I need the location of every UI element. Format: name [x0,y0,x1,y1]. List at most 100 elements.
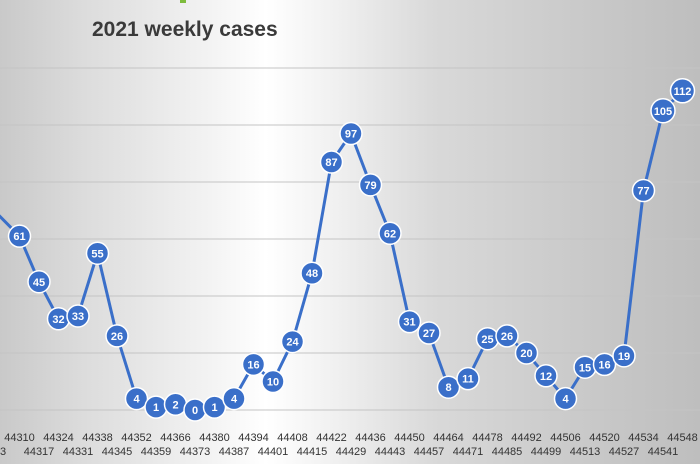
data-point [417,321,441,345]
x-tick-label: 44513 [570,446,601,458]
x-tick-label: 44366 [160,432,191,444]
data-point [319,150,344,174]
data-point [436,375,461,399]
data-point [669,78,696,104]
x-tick-label: 44324 [43,432,74,444]
data-point [300,261,324,285]
data-point [534,364,558,388]
data-label: 15 [579,362,591,374]
data-label: 26 [501,331,513,343]
x-tick-label: 44415 [297,446,328,458]
data-point [592,352,617,377]
data-point [378,221,402,246]
data-label: 1 [153,402,159,414]
data-label: 20 [520,348,532,360]
data-label: 16 [598,359,610,371]
x-tick-label: 44338 [82,432,113,444]
x-tick-label: 44394 [238,432,269,444]
data-point [27,270,51,294]
data-label: 8 [445,382,451,394]
data-label: 79 [364,180,376,192]
data-label: 33 [72,311,84,323]
x-tick-label: 44436 [355,432,386,444]
data-label: 26 [111,331,123,343]
x-tick-label: 44471 [453,446,484,458]
data-label: 61 [13,231,25,243]
x-tick-label: 44310 [4,432,35,444]
x-tick-label: 44387 [219,446,250,458]
data-label: 45 [33,277,45,289]
x-tick-label: 44506 [550,432,581,444]
x-tick-label: 44499 [531,446,562,458]
data-label: 97 [345,129,357,141]
data-point [339,121,363,146]
data-point [261,369,285,394]
data-point [631,178,656,203]
data-label: 19 [618,351,630,363]
data-label: 62 [384,228,396,240]
data-point [241,352,266,377]
data-point [222,386,246,411]
data-label: 31 [403,317,415,329]
data-point [650,98,676,124]
data-label: 105 [654,106,672,118]
data-label: 0 [192,405,198,417]
data-label: 12 [540,371,552,383]
data-label: 10 [267,377,279,389]
data-point [612,344,636,368]
data-label: 4 [231,394,238,406]
data-label: 4 [133,394,140,406]
x-tick-label: 44478 [472,432,503,444]
data-label: 55 [91,248,103,260]
data-point [124,386,149,411]
x-tick-label: 44359 [141,446,172,458]
data-label: 112 [674,86,692,98]
x-tick-label: 44541 [648,446,679,458]
x-tick-label: 44317 [24,446,55,458]
data-point [495,324,519,348]
x-tick-label: 44534 [628,432,659,444]
data-label: 48 [306,268,318,280]
x-tick-label: 44527 [609,446,640,458]
data-point [397,309,422,334]
x-tick-label: 44492 [511,432,542,444]
data-label: 11 [462,374,474,386]
data-label: 2 [172,399,178,411]
x-tick-label: 44548 [667,432,698,444]
x-tick-label: 44352 [121,432,152,444]
x-tick-label: 44450 [394,432,425,444]
data-point [514,341,539,365]
x-tick-label: 44443 [375,446,406,458]
data-label: 1 [211,402,217,414]
data-point [7,224,32,248]
data-point [105,324,129,348]
x-tick-label: 44464 [433,432,464,444]
x-tick-label: 44429 [336,446,367,458]
data-label: 87 [325,157,337,169]
title-accent-mark [180,0,186,3]
data-label: 16 [247,359,259,371]
data-point [553,386,578,411]
x-tick-label: 44422 [316,432,347,444]
x-tick-label: 44457 [414,446,445,458]
data-point [85,241,110,265]
data-point [280,329,305,354]
x-tick-label: 44345 [102,446,133,458]
data-label: 77 [637,186,649,198]
data-label: 32 [52,314,64,326]
x-tick-label: 44380 [199,432,230,444]
x-tick-label: 44485 [492,446,523,458]
x-tick-label: 44520 [589,432,620,444]
data-point [202,395,227,419]
x-tick-label: 03 [0,446,6,458]
x-tick-label: 44373 [180,446,211,458]
data-label: 24 [286,337,299,349]
x-tick-label: 44408 [277,432,308,444]
data-label: 25 [481,334,493,346]
x-tick-label: 44401 [258,446,289,458]
data-label: 27 [423,328,435,340]
data-label: 4 [562,394,569,406]
data-point [358,173,383,197]
